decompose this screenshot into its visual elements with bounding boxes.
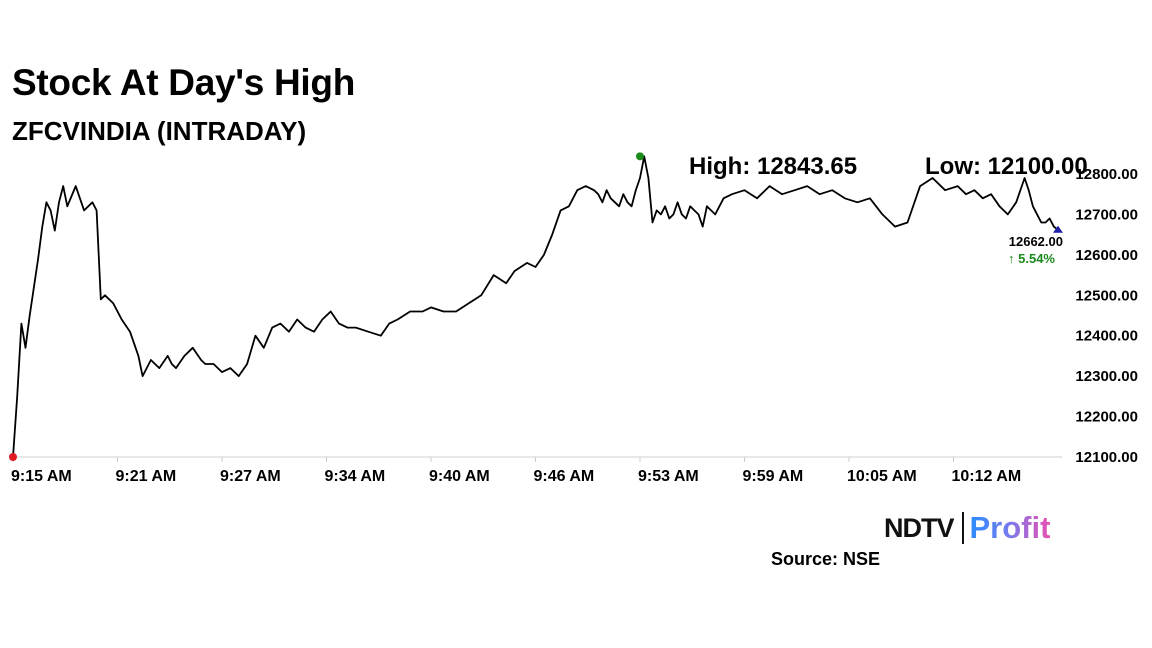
- y-tick-label: 12100.00: [1075, 449, 1138, 466]
- x-tick-label: 9:59 AM: [743, 468, 804, 485]
- x-tick-label: 9:40 AM: [429, 468, 490, 485]
- chart-title: Stock At Day's High: [12, 62, 356, 103]
- source-label: Source: NSE: [771, 549, 881, 569]
- x-tick-label: 9:15 AM: [11, 468, 72, 485]
- y-tick-label: 12800.00: [1075, 166, 1138, 183]
- chart-subtitle: ZFCVINDIA (INTRADAY): [12, 116, 307, 146]
- y-tick-label: 12300.00: [1075, 368, 1138, 385]
- y-tick-label: 12700.00: [1075, 206, 1138, 223]
- x-tick-label: 9:21 AM: [116, 468, 177, 485]
- y-tick-label: 12500.00: [1075, 287, 1138, 304]
- high-label: High: 12843.65: [689, 153, 857, 180]
- x-tick-label: 9:53 AM: [638, 468, 699, 485]
- price-line: [12, 155, 1059, 458]
- x-tick-label: 9:34 AM: [325, 468, 386, 485]
- ndtv-profit-logo: NDTV Profit: [884, 510, 1050, 546]
- low-marker: [9, 453, 17, 461]
- x-tick-label: 10:05 AM: [847, 468, 917, 485]
- last-price-label: 12662.00: [1009, 234, 1063, 249]
- x-axis: 9:15 AM 9:21 AM 9:27 AM 9:34 AM 9:40 AM 9:46 …: [11, 457, 1021, 485]
- change-label: ↑ 5.54%: [1008, 251, 1055, 266]
- y-tick-label: 12200.00: [1075, 409, 1138, 426]
- y-tick-label: 12400.00: [1075, 328, 1138, 345]
- x-tick-label: 10:12 AM: [952, 468, 1022, 485]
- low-label: Low: 12100.00: [925, 153, 1088, 180]
- logo-divider: [961, 512, 964, 544]
- logo-ndtv-text: NDTV: [884, 512, 954, 543]
- high-marker: [636, 152, 644, 161]
- x-tick-label: 9:27 AM: [220, 468, 281, 485]
- y-tick-label: 12600.00: [1075, 247, 1138, 264]
- logo-profit-text: Profit: [969, 510, 1051, 545]
- y-axis: 12800.00 12700.00 12600.00 12500.00 12400.00…: [1075, 166, 1138, 466]
- x-tick-label: 9:46 AM: [534, 468, 595, 485]
- last-price-marker: [1053, 225, 1063, 233]
